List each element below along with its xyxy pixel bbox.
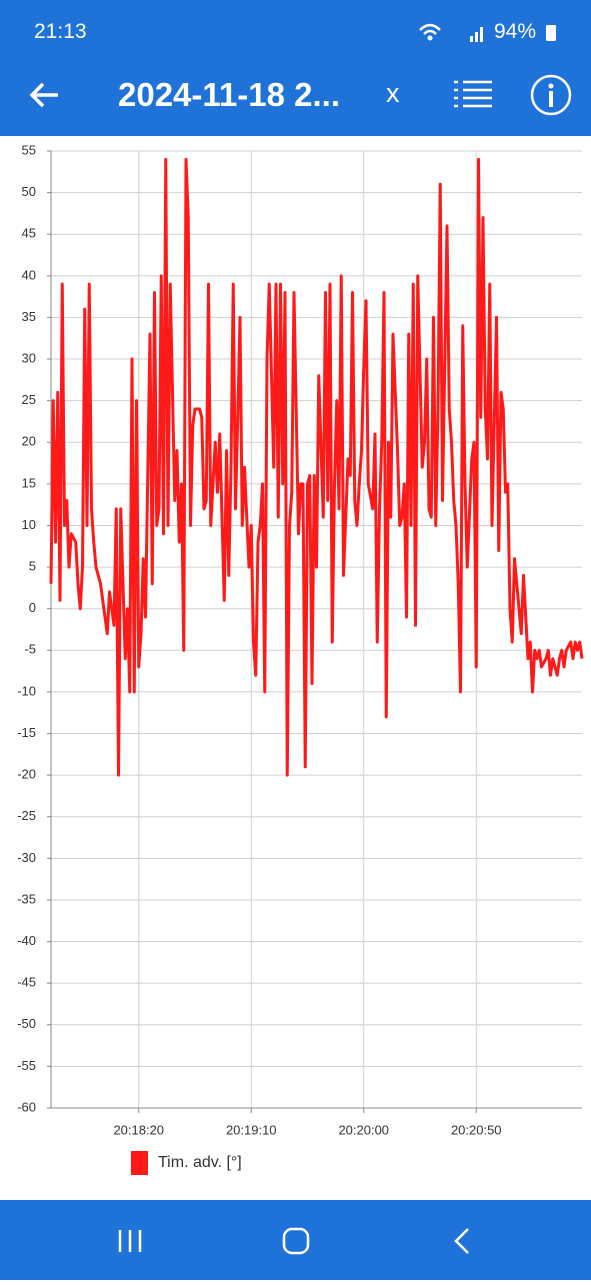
y-tick-label: 15 [22, 475, 36, 490]
y-tick-label: 10 [22, 517, 36, 532]
y-tick-label: 40 [22, 267, 36, 282]
y-tick-label: -35 [17, 891, 36, 906]
x-tick-label: 20:20:50 [451, 1122, 502, 1137]
clock: 21:13 [34, 20, 87, 43]
y-tick-label: -30 [17, 850, 36, 865]
y-tick-label: 0 [29, 600, 36, 615]
y-tick-label: 25 [22, 392, 36, 407]
nav-bar [0, 1200, 591, 1280]
battery-icon [546, 25, 556, 41]
y-tick-label: 45 [22, 226, 36, 241]
y-tick-label: -60 [17, 1099, 36, 1114]
y-tick-label: -50 [17, 1016, 36, 1031]
y-tick-label: 20 [22, 434, 36, 449]
home-button[interactable] [282, 1227, 310, 1255]
data-line [49, 157, 584, 777]
y-tick-label: 55 [22, 142, 36, 157]
y-tick-label: 35 [22, 309, 36, 324]
chart: -60-55-50-45-40-35-30-25-20-15-10-505101… [17, 142, 584, 1175]
signal-icons [419, 23, 483, 42]
nav-buttons [118, 1227, 469, 1255]
x-tick-label: 20:20:00 [338, 1122, 389, 1137]
info-button[interactable] [528, 72, 574, 118]
y-tick-label: -20 [17, 767, 36, 782]
y-tick-label: -10 [17, 683, 36, 698]
y-tick-label: -5 [24, 642, 36, 657]
list-button[interactable] [452, 78, 494, 112]
y-tick-label: -15 [17, 725, 36, 740]
x-tick-label: 20:19:10 [226, 1122, 277, 1137]
status-bar: 21:13 94% [0, 0, 591, 62]
y-tick-label: -25 [17, 808, 36, 823]
close-button[interactable]: x [386, 78, 400, 108]
x-tick-label: 20:18:20 [113, 1122, 164, 1137]
battery-level: 94% [494, 20, 537, 43]
y-tick-label: 30 [22, 350, 36, 365]
y-tick-label: -40 [17, 933, 36, 948]
app-title: 2024-11-18 2... [118, 76, 341, 113]
legend-swatch [131, 1151, 148, 1175]
y-tick-label: -45 [17, 975, 36, 990]
back-nav-button[interactable] [454, 1228, 469, 1254]
app-bar: 2024-11-18 2... x [0, 62, 591, 136]
recents-button[interactable] [118, 1230, 142, 1252]
y-tick-label: -55 [17, 1058, 36, 1073]
y-tick-label: 5 [29, 559, 36, 574]
back-button[interactable] [28, 80, 62, 110]
y-tick-label: 50 [22, 184, 36, 199]
legend-label: Tim. adv. [°] [158, 1154, 242, 1171]
